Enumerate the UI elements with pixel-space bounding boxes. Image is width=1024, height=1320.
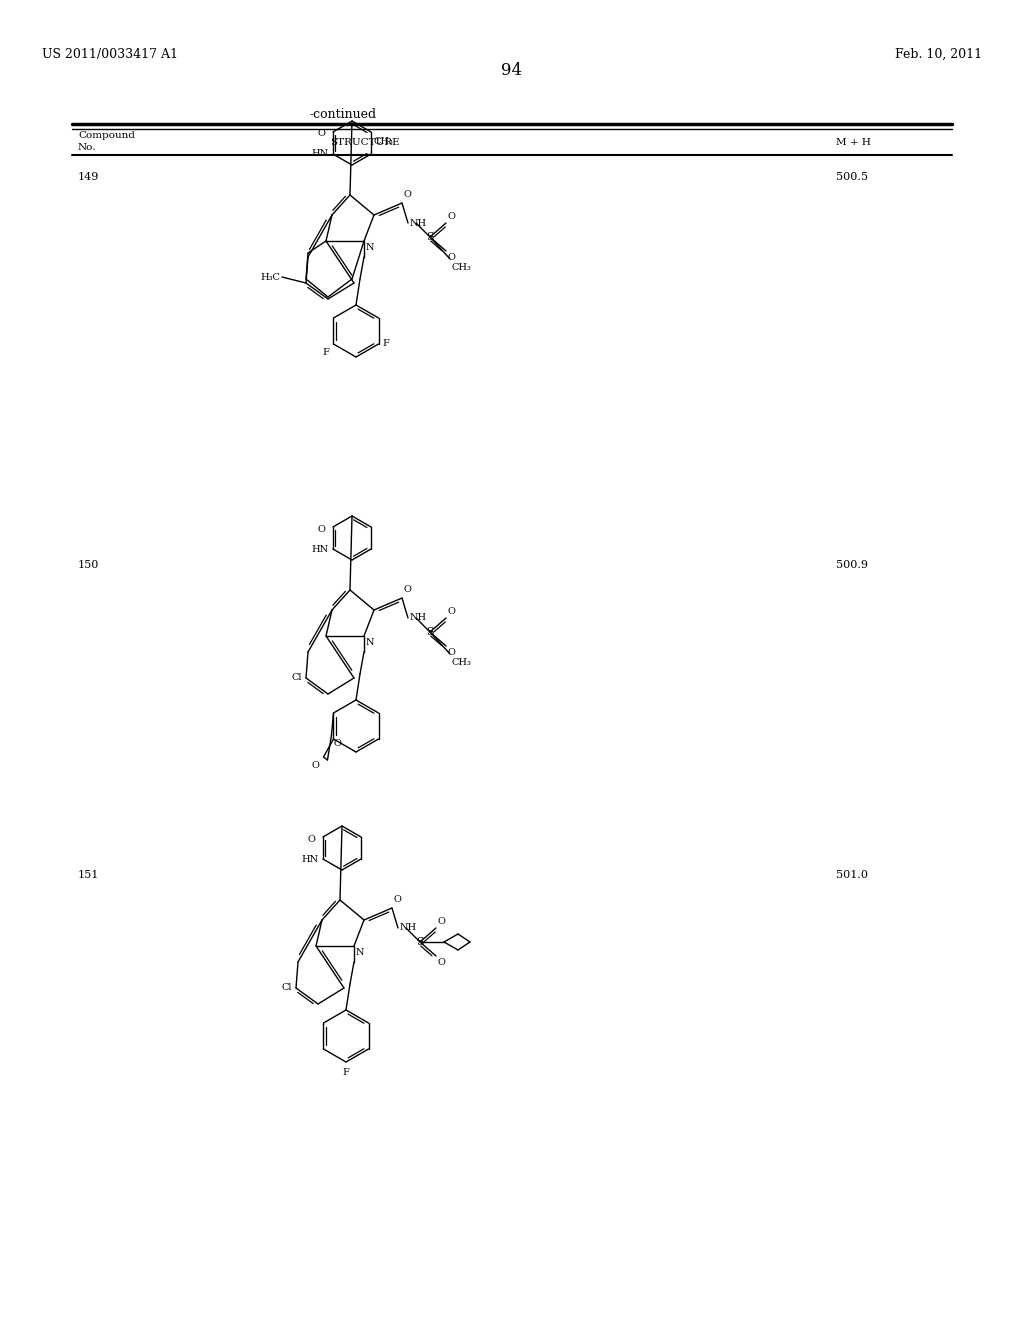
Text: O: O bbox=[449, 213, 456, 220]
Text: O: O bbox=[394, 895, 401, 904]
Text: S: S bbox=[416, 937, 424, 946]
Text: CH₃: CH₃ bbox=[452, 263, 472, 272]
Text: NH: NH bbox=[400, 924, 417, 932]
Text: HN: HN bbox=[312, 544, 329, 553]
Text: 500.9: 500.9 bbox=[836, 560, 868, 570]
Text: CH₃: CH₃ bbox=[373, 137, 393, 147]
Text: S: S bbox=[426, 627, 434, 638]
Text: 151: 151 bbox=[78, 870, 99, 880]
Text: O: O bbox=[317, 129, 325, 139]
Text: CH₃: CH₃ bbox=[452, 657, 472, 667]
Text: O: O bbox=[317, 524, 325, 533]
Text: 500.5: 500.5 bbox=[836, 172, 868, 182]
Text: O: O bbox=[311, 762, 319, 770]
Text: Compound: Compound bbox=[78, 131, 135, 140]
Text: O: O bbox=[449, 648, 456, 657]
Text: S: S bbox=[426, 232, 434, 242]
Text: NH: NH bbox=[410, 219, 427, 227]
Text: STRUCTURE: STRUCTURE bbox=[330, 139, 399, 147]
Text: M + H: M + H bbox=[836, 139, 870, 147]
Text: US 2011/0033417 A1: US 2011/0033417 A1 bbox=[42, 48, 178, 61]
Text: 501.0: 501.0 bbox=[836, 870, 868, 880]
Text: 94: 94 bbox=[502, 62, 522, 79]
Text: N: N bbox=[366, 243, 375, 252]
Text: Cl: Cl bbox=[292, 673, 302, 682]
Text: O: O bbox=[449, 253, 456, 261]
Text: N: N bbox=[356, 948, 365, 957]
Text: No.: No. bbox=[78, 143, 96, 152]
Text: NH: NH bbox=[410, 614, 427, 623]
Text: O: O bbox=[404, 190, 412, 199]
Text: N: N bbox=[366, 638, 375, 647]
Text: O: O bbox=[334, 739, 341, 748]
Text: O: O bbox=[438, 917, 445, 927]
Text: 150: 150 bbox=[78, 560, 99, 570]
Text: 149: 149 bbox=[78, 172, 99, 182]
Text: F: F bbox=[383, 339, 389, 348]
Text: H₃C: H₃C bbox=[260, 272, 280, 281]
Text: Feb. 10, 2011: Feb. 10, 2011 bbox=[895, 48, 982, 61]
Text: O: O bbox=[438, 958, 445, 968]
Text: -continued: -continued bbox=[310, 108, 377, 121]
Text: O: O bbox=[307, 834, 315, 843]
Text: F: F bbox=[323, 348, 330, 356]
Text: Cl: Cl bbox=[282, 983, 292, 993]
Text: HN: HN bbox=[302, 854, 318, 863]
Text: O: O bbox=[449, 607, 456, 616]
Text: HN: HN bbox=[312, 149, 329, 158]
Text: F: F bbox=[343, 1068, 349, 1077]
Text: O: O bbox=[404, 585, 412, 594]
